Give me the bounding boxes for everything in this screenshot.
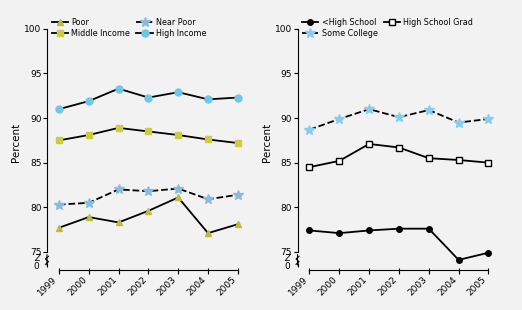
Near Poor: [175, 187, 181, 190]
Middle Income: [56, 139, 62, 142]
High Income: [175, 90, 181, 94]
High School Grad: [396, 146, 402, 149]
Near Poor: [86, 201, 92, 205]
Some College: [366, 107, 372, 111]
High Income: [86, 99, 92, 103]
High School Grad: [425, 156, 432, 160]
Line: <High School: <High School: [307, 226, 491, 263]
Near Poor: [145, 189, 151, 193]
Some College: [396, 115, 402, 119]
High School Grad: [366, 142, 372, 146]
Some College: [425, 108, 432, 112]
<High School: [396, 227, 402, 231]
Line: Middle Income: Middle Income: [56, 125, 241, 146]
High Income: [145, 96, 151, 100]
Middle Income: [175, 133, 181, 137]
<High School: [425, 227, 432, 231]
Near Poor: [205, 197, 211, 201]
Near Poor: [235, 193, 241, 197]
<High School: [306, 228, 313, 232]
High Income: [205, 97, 211, 101]
Middle Income: [115, 126, 122, 130]
Line: High School Grad: High School Grad: [307, 141, 491, 170]
Some College: [306, 128, 313, 131]
Middle Income: [205, 138, 211, 141]
Text: Z: Z: [34, 255, 40, 264]
Y-axis label: Percent: Percent: [11, 123, 21, 162]
Line: High Income: High Income: [55, 85, 241, 113]
Poor: [175, 196, 181, 199]
High School Grad: [306, 165, 313, 169]
Poor: [115, 221, 122, 224]
<High School: [336, 231, 342, 235]
Text: 0: 0: [34, 262, 40, 271]
<High School: [366, 228, 372, 232]
Legend: <High School, Some College, High School Grad: <High School, Some College, High School …: [302, 17, 474, 39]
<High School: [456, 258, 462, 262]
Middle Income: [145, 130, 151, 133]
Some College: [336, 117, 342, 121]
Line: Some College: Some College: [305, 104, 493, 135]
Some College: [485, 117, 492, 121]
High Income: [235, 96, 241, 100]
Text: 0: 0: [284, 262, 290, 271]
Middle Income: [86, 133, 92, 137]
Some College: [456, 121, 462, 124]
Poor: [205, 231, 211, 235]
Y-axis label: Percent: Percent: [262, 123, 272, 162]
Near Poor: [56, 203, 62, 206]
Poor: [145, 209, 151, 213]
Middle Income: [235, 141, 241, 145]
Line: Poor: Poor: [55, 194, 241, 237]
Poor: [86, 215, 92, 219]
Legend: Poor, Middle Income, Near Poor, High Income: Poor, Middle Income, Near Poor, High Inc…: [51, 17, 207, 39]
<High School: [485, 251, 492, 255]
Near Poor: [115, 188, 122, 191]
High School Grad: [485, 161, 492, 165]
Text: Z: Z: [284, 255, 290, 264]
Line: Near Poor: Near Poor: [54, 184, 243, 210]
Poor: [56, 226, 62, 230]
Poor: [235, 222, 241, 226]
High Income: [115, 87, 122, 91]
High Income: [56, 107, 62, 111]
High School Grad: [456, 158, 462, 162]
High School Grad: [336, 159, 342, 163]
